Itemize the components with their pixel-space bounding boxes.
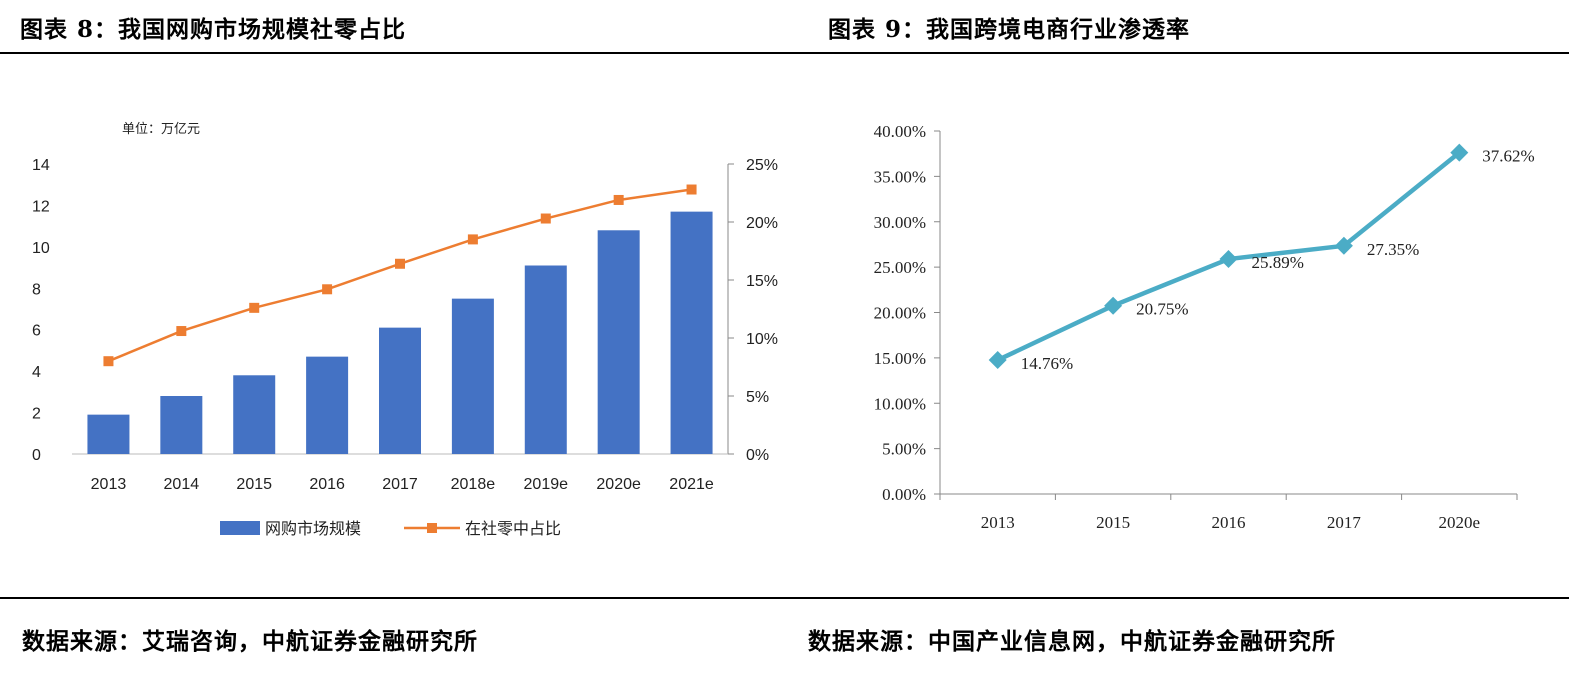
bar [306,356,349,454]
x-axis-tick-label: 2013 [91,476,127,493]
y-axis-tick-label: 25.00% [874,258,926,277]
legend-bar-label: 网购市场规模 [265,519,361,538]
left-axis-tick-label: 4 [32,364,41,381]
left-chart: 单位：万亿元 0 2 4 6 8 10 12 14 0% 5% 10% 15% 20% 25% 2013 201… [32,122,778,538]
x-axis-tick-label: 2020e [1439,513,1481,532]
right-axis-tick-label: 0% [746,447,769,464]
y-axis-tick-label: 40.00% [874,122,926,141]
x-axis-tick-label: 2018e [451,476,496,493]
x-axis-tick-label: 2017 [382,476,418,493]
x-axis-tick-label: 2015 [1096,513,1130,532]
x-axis-tick-label: 2020e [596,476,641,493]
right-axis-tick-label: 15% [746,273,778,290]
left-axis-tick-label: 8 [32,281,41,298]
share-point [103,356,114,367]
bar [379,327,421,454]
y-axis-tick-label: 20.00% [874,304,926,323]
legend-bar-swatch [220,521,260,535]
left-axis-tick-label: 0 [32,447,41,464]
data-label: 27.35% [1367,240,1419,259]
bar [597,230,640,454]
data-label: 14.76% [1021,354,1073,373]
penetration-point [988,351,1007,370]
data-label: 20.75% [1136,300,1188,319]
y-axis-tick-label: 35.00% [874,167,926,186]
data-label: 25.89% [1252,253,1304,272]
x-axis-tick-label: 2014 [164,476,200,493]
y-axis-tick-label: 10.00% [874,394,926,413]
bar [233,375,276,454]
penetration-point [1450,143,1469,162]
penetration-point [1104,296,1123,315]
share-point [686,184,697,195]
right-chart: 0.00% 5.00% 10.00% 15.00% 20.00% 25.00% 30.00%… [874,122,1535,532]
x-axis-tick-label: 2015 [236,476,272,493]
left-axis-tick-label: 2 [32,406,41,423]
bar [87,414,130,454]
data-label: 37.62% [1482,147,1534,166]
right-axis-tick-label: 20% [746,215,778,232]
left-source-note: 数据来源：艾瑞咨询，中航证券金融研究所 [22,628,478,655]
right-source-note: 数据来源：中国产业信息网，中航证券金融研究所 [808,628,1336,655]
legend-line-marker [427,523,437,533]
x-axis-tick-label: 2021e [669,476,714,493]
y-axis-tick-label: 15.00% [874,349,926,368]
penetration-point [1219,250,1238,269]
unit-label: 单位：万亿元 [122,122,200,137]
share-point [322,284,333,295]
right-axis-tick-label: 5% [746,389,769,406]
bottom-rule [0,597,1569,599]
y-axis-tick-label: 0.00% [882,485,926,504]
share-point [540,213,551,224]
x-axis-tick-label: 2016 [309,476,345,493]
legend-line-label: 在社零中占比 [465,519,561,538]
share-point [467,234,478,245]
bar [524,265,567,454]
y-axis-tick-label: 30.00% [874,213,926,232]
share-point [613,194,624,205]
share-point [395,258,405,269]
x-axis-tick-label: 2019e [524,476,569,493]
left-figure-title: 图表 8：我国网购市场规模社零占比 [20,16,407,43]
right-axis-tick-label: 10% [746,331,778,348]
share-point [249,302,260,313]
left-axis-tick-label: 14 [32,157,50,174]
bar [670,211,713,454]
bar [160,396,203,454]
x-axis-tick-label: 2017 [1327,513,1362,532]
penetration-point [1334,236,1353,255]
x-axis-tick-label: 2013 [981,513,1015,532]
right-figure-title: 图表 9：我国跨境电商行业渗透率 [828,16,1191,43]
top-rule [0,52,1569,54]
right-axis-tick-label: 25% [746,157,778,174]
left-axis-tick-label: 6 [32,323,41,340]
share-point [176,326,187,337]
left-axis-tick-label: 10 [32,240,50,257]
left-axis-tick-label: 12 [32,198,50,215]
bar [451,298,494,454]
x-axis-tick-label: 2016 [1212,513,1246,532]
y-axis-tick-label: 5.00% [882,440,926,459]
